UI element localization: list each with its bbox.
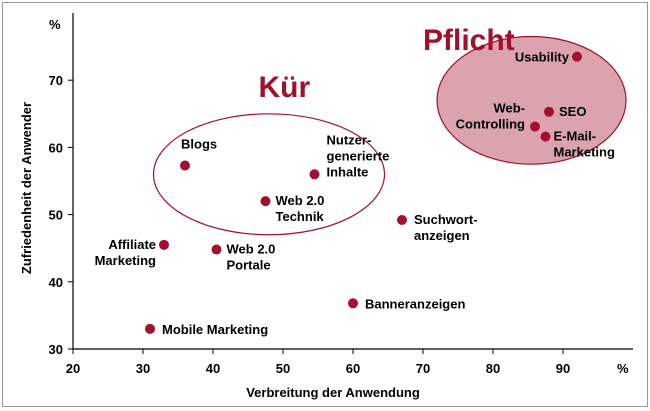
y-tick-label: 70 xyxy=(49,73,63,88)
group-label-pflicht: Pflicht xyxy=(423,24,515,57)
point-mobile-marketing xyxy=(145,323,155,334)
point-suchwort-anzeigen xyxy=(397,214,407,225)
x-axis-title: Verbreitung der Anwendung xyxy=(246,385,420,400)
chart-frame: % % Verbreitung der Anwendung Zufriedenh… xyxy=(2,2,648,407)
y-tick-label: 30 xyxy=(49,342,63,357)
x-tick-label: 20 xyxy=(66,361,80,376)
data-points: Usability SEO Web-Controlling E-Mail-Market… xyxy=(95,50,615,337)
point-label-nutzer-generierte-inhalte: Nutzer-generierte Inhalte xyxy=(327,132,390,179)
point-web-2-0-technik xyxy=(260,196,271,207)
x-tick-label: 50 xyxy=(276,361,290,376)
point-seo xyxy=(544,106,554,117)
point-affiliate-marketing xyxy=(159,239,169,250)
point-usability xyxy=(572,51,582,62)
y-tick-label: 40 xyxy=(49,275,63,290)
point-web-2-0-portale xyxy=(211,244,222,255)
point-label-web-controlling: Web-Controlling xyxy=(456,101,525,132)
y-axis-title: Zufriedenheit der Anwender xyxy=(19,102,34,274)
y-tick-label: 50 xyxy=(49,208,63,223)
group-ellipse-kuer xyxy=(152,113,386,236)
point-label-web-2-0-portale: Web 2.0 Portale xyxy=(227,242,276,273)
group-labels: Kür Pflicht xyxy=(259,24,515,104)
point-e-mail-marketing xyxy=(540,131,551,142)
point-blogs xyxy=(180,160,190,171)
y-tick-label: 60 xyxy=(49,140,63,155)
point-label-suchwort-anzeigen: Suchwort-anzeigen xyxy=(414,212,478,243)
point-label-web-2-0-technik: Web 2.0 Technik xyxy=(276,193,325,224)
scatter-chart: % % Verbreitung der Anwendung Zufriedenh… xyxy=(19,13,633,400)
x-unit-label: % xyxy=(617,361,629,376)
x-tick-label: 70 xyxy=(416,361,430,376)
point-label-banneranzeigen: Banneranzeigen xyxy=(365,296,465,311)
y-unit-label: % xyxy=(49,17,61,32)
group-ellipses xyxy=(152,35,627,236)
point-label-e-mail-marketing: E-Mail-Marketing xyxy=(554,129,615,160)
x-tick-label: 60 xyxy=(346,361,360,376)
group-ellipse-pflicht xyxy=(436,35,627,165)
point-banneranzeigen xyxy=(348,298,358,309)
point-label-blogs: Blogs xyxy=(181,137,217,152)
x-tick-label: 80 xyxy=(486,361,500,376)
point-label-mobile-marketing: Mobile Marketing xyxy=(162,322,268,337)
point-label-usability: Usability xyxy=(515,50,570,65)
x-tick-label: 40 xyxy=(206,361,220,376)
point-label-affiliate-marketing: Affiliate Marketing xyxy=(95,237,156,268)
point-nutzer-generierte-inhalte xyxy=(309,169,320,180)
x-tick-label: 30 xyxy=(136,361,150,376)
group-label-kuer: Kür xyxy=(259,71,311,104)
x-tick-label: 90 xyxy=(556,361,570,376)
point-label-seo: SEO xyxy=(559,104,586,119)
point-web-controlling xyxy=(530,121,540,132)
